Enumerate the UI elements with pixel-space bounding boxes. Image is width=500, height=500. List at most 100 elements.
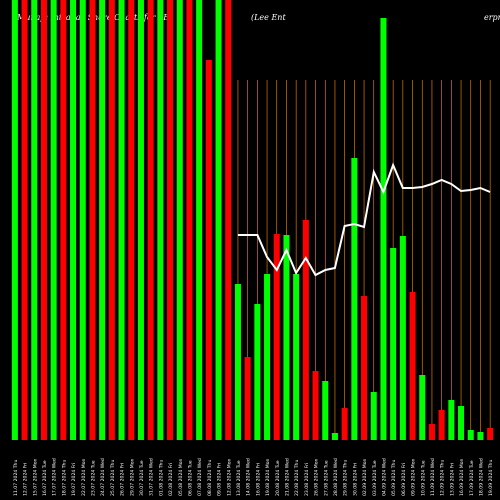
x-tick-label: 05.09 2024 Thu bbox=[391, 460, 397, 496]
bar-up bbox=[196, 0, 203, 440]
x-tick-label: 16.07 2024 Tue bbox=[42, 460, 48, 496]
x-tick-label: 09.08 2024 Fri bbox=[217, 463, 223, 496]
bar-up bbox=[448, 400, 455, 440]
x-tick-label: 18.07 2024 Thu bbox=[61, 460, 67, 496]
bar-up bbox=[390, 248, 397, 440]
bar-down bbox=[167, 0, 174, 440]
x-tick-label: 09.09 2024 Mon bbox=[411, 458, 417, 496]
bar-down bbox=[428, 424, 435, 440]
x-tick-label: 11.09 2024 Wed bbox=[430, 458, 436, 496]
bar-up bbox=[458, 406, 465, 440]
x-tick-label: 12.08 2024 Mon bbox=[226, 458, 232, 496]
x-tick-label: 07.08 2024 Wed bbox=[197, 458, 203, 496]
x-tick-label: 20.08 2024 Tue bbox=[275, 460, 281, 496]
x-tick-label: 16.09 2024 Mon bbox=[459, 458, 465, 496]
x-tick-label: 01.08 2024 Thu bbox=[158, 460, 164, 496]
x-tick-label: 02.08 2024 Fri bbox=[168, 463, 174, 496]
x-tick-label: 23.07 2024 Tue bbox=[90, 460, 96, 496]
bar-down bbox=[89, 0, 96, 440]
bar-up bbox=[137, 0, 144, 440]
x-tick-label: 19.07 2024 Fri bbox=[71, 463, 77, 496]
bar-up bbox=[380, 18, 387, 440]
bar-down bbox=[487, 428, 494, 440]
bar-up bbox=[157, 0, 164, 440]
bar-up bbox=[215, 0, 222, 440]
bar-down bbox=[128, 0, 135, 440]
x-tick-label: 17.09 2024 Tue bbox=[469, 460, 475, 496]
bar-up bbox=[293, 274, 300, 440]
x-tick-label: 19.09 2024 Thu bbox=[488, 460, 494, 496]
bar-down bbox=[186, 0, 193, 440]
bar-up bbox=[31, 0, 38, 440]
bar-up bbox=[477, 432, 484, 440]
bar-down bbox=[273, 234, 280, 440]
x-tick-label: 10.09 2024 Tue bbox=[420, 460, 426, 496]
bar-up bbox=[11, 0, 18, 440]
bar-up bbox=[50, 0, 57, 440]
x-tick-label: 22.07 2024 Mon bbox=[81, 458, 87, 496]
bar-up bbox=[79, 0, 86, 440]
line-series bbox=[237, 162, 491, 277]
bar-down bbox=[21, 0, 28, 440]
x-tick-label: 23.08 2024 Fri bbox=[304, 463, 310, 496]
bars bbox=[11, 0, 494, 440]
bar-up bbox=[399, 236, 406, 440]
x-tick-label: 12.09 2024 Thu bbox=[440, 460, 446, 496]
bar-down bbox=[302, 220, 309, 440]
bar-down bbox=[147, 0, 154, 440]
x-tick-label: 29.08 2024 Thu bbox=[343, 460, 349, 496]
bar-down bbox=[60, 0, 67, 440]
bar-up bbox=[351, 158, 358, 440]
x-tick-label: 11.07 2024 Thu bbox=[13, 460, 19, 496]
x-tick-label: 30.07 2024 Tue bbox=[139, 460, 145, 496]
bar-up bbox=[99, 0, 106, 440]
bar-up bbox=[70, 0, 77, 440]
bar-down bbox=[438, 410, 445, 440]
bar-down bbox=[205, 60, 212, 440]
bar-down bbox=[312, 371, 319, 440]
bar-up bbox=[467, 430, 474, 440]
x-tick-label: 18.09 2024 Wed bbox=[478, 458, 484, 496]
bar-up bbox=[331, 433, 338, 440]
bar-down bbox=[108, 0, 115, 440]
bar-up bbox=[370, 392, 377, 440]
x-tick-label: 28.08 2024 Wed bbox=[333, 458, 339, 496]
bar-up bbox=[254, 304, 261, 440]
x-tick-label: 26.08 2024 Mon bbox=[314, 458, 320, 496]
bar-up bbox=[264, 274, 271, 440]
x-tick-label: 15.07 2024 Mon bbox=[32, 458, 38, 496]
x-tick-label: 22.08 2024 Thu bbox=[294, 460, 300, 496]
bar-down bbox=[341, 408, 348, 440]
x-tick-label: 29.07 2024 Mon bbox=[129, 458, 135, 496]
x-tick-label: 31.07 2024 Wed bbox=[149, 458, 155, 496]
bar-down bbox=[244, 357, 251, 440]
x-tick-label: 24.07 2024 Wed bbox=[100, 458, 106, 496]
x-tick-label: 19.08 2024 Mon bbox=[265, 458, 271, 496]
bar-up bbox=[419, 375, 426, 440]
x-tick-label: 08.08 2024 Thu bbox=[207, 460, 213, 496]
x-tick-label: 21.08 2024 Wed bbox=[284, 458, 290, 496]
x-tick-label: 04.09 2024 Wed bbox=[381, 458, 387, 496]
x-tick-label: 02.09 2024 Mon bbox=[362, 458, 368, 496]
x-tick-label: 30.08 2024 Fri bbox=[352, 463, 358, 496]
x-tick-label: 17.07 2024 Wed bbox=[52, 458, 58, 496]
bar-up bbox=[118, 0, 125, 440]
bar-up bbox=[234, 284, 241, 440]
x-tick-label: 13.09 2024 Fri bbox=[449, 463, 455, 496]
bar-down bbox=[409, 292, 416, 440]
x-tick-label: 06.09 2024 Fri bbox=[401, 463, 407, 496]
bar-up bbox=[283, 235, 290, 440]
x-axis-labels: 11.07 2024 Thu 12.07 2024 Fri 15.07 2024 M… bbox=[13, 458, 494, 496]
line-path bbox=[237, 162, 491, 277]
bar-down bbox=[361, 296, 368, 440]
chart-subtitle-tail: erprises bbox=[484, 13, 500, 22]
bar-up bbox=[322, 381, 329, 440]
x-tick-label: 03.09 2024 Tue bbox=[372, 460, 378, 496]
x-tick-label: 26.07 2024 Fri bbox=[120, 463, 126, 496]
bar-up bbox=[176, 0, 183, 440]
x-tick-label: 06.08 2024 Tue bbox=[187, 460, 193, 496]
x-tick-label: 14.08 2024 Wed bbox=[246, 458, 252, 496]
x-tick-label: 25.07 2024 Thu bbox=[110, 460, 116, 496]
chart-subtitle: (Lee Ent bbox=[251, 13, 286, 22]
